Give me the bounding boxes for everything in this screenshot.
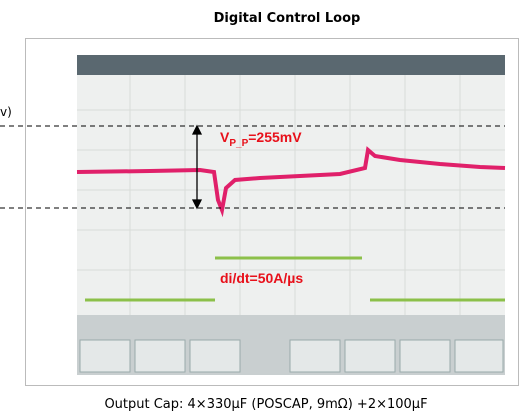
caption: Output Cap: 4×330µF (POSCAP, 9mΩ) +2×100… — [104, 397, 427, 412]
screen-grid — [77, 75, 505, 315]
left-label: v) — [0, 105, 12, 119]
voltage-trace — [76, 146, 506, 218]
vpp-arrow — [191, 124, 203, 210]
scope-screen — [76, 55, 506, 375]
level-lines — [0, 125, 505, 209]
didt-label: di/dt=50A/µs — [220, 270, 303, 286]
vpp-label: VP_P=255mV — [220, 129, 302, 149]
toolbar-buttons — [79, 339, 504, 373]
vpp-value: =255mV — [248, 129, 302, 145]
vpp-subscript: P_P — [229, 138, 248, 149]
top-toolbar — [77, 55, 505, 75]
title: Digital Control Loop — [214, 11, 361, 26]
current-trace — [85, 256, 505, 302]
vpp-symbol: V — [220, 129, 230, 145]
